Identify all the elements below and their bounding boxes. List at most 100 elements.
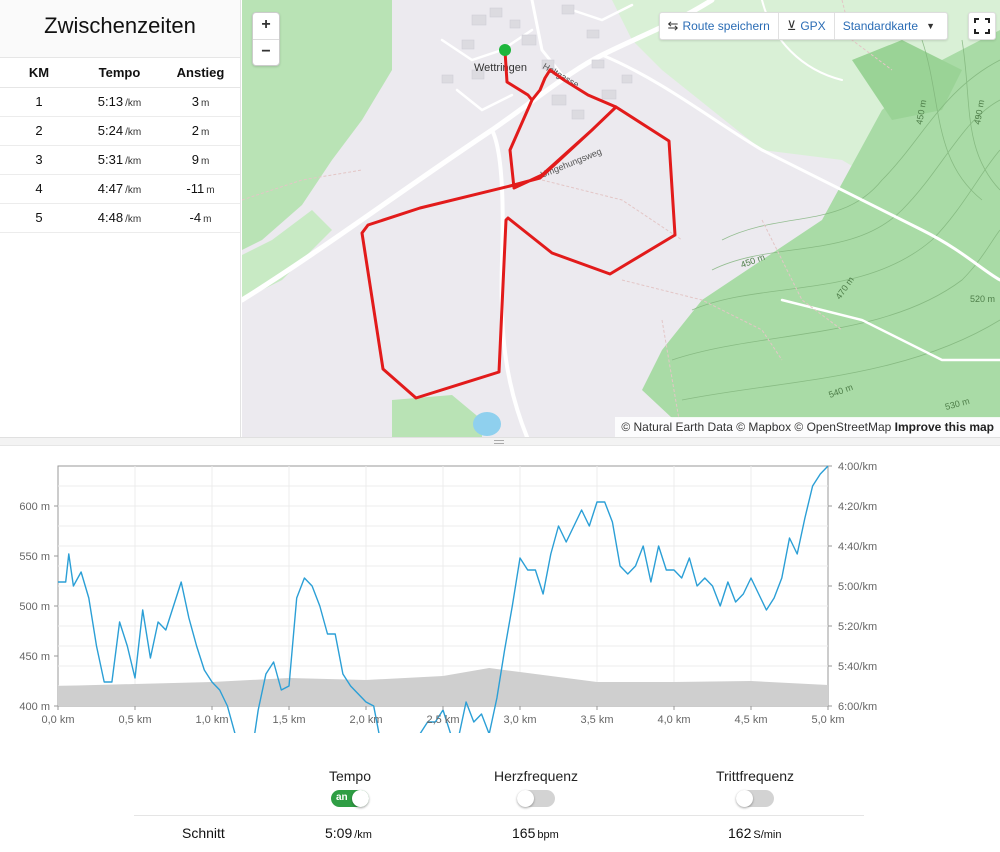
toggle-knob: [517, 790, 534, 807]
y-tick-label: 400 m: [19, 701, 50, 713]
anstieg-unit: m: [200, 127, 210, 138]
buildings: [441, 4, 633, 120]
y2-tick-label: 4:20/km: [838, 501, 877, 513]
elevation-area: [58, 668, 828, 706]
herzfrequenz-toggle[interactable]: [517, 790, 555, 807]
svg-text:490 m: 490 m: [972, 99, 986, 125]
trittfrequenz-label: Trittfrequenz: [715, 768, 795, 784]
x-tick-label: 3,5 km: [580, 714, 613, 726]
tempo-unit: /km: [125, 127, 142, 138]
stats-panel: Tempo an Herzfrequenz Trittfrequenz Schn…: [0, 733, 1000, 852]
y2-tick-label: 4:00/km: [838, 461, 877, 473]
tempo-value: 4:48: [97, 210, 124, 225]
x-tick-label: 5,0 km: [811, 714, 844, 726]
average-herz-value: 165: [512, 825, 536, 841]
toggle-knob: [352, 790, 369, 807]
map-toolbar: ⇆ Route speichern ⊻ GPX Standardkarte ▼: [658, 12, 948, 40]
tempo-unit: /km: [125, 156, 142, 167]
col-anstieg: Anstieg: [161, 58, 240, 88]
resize-handle[interactable]: [0, 437, 1000, 446]
y2-tick-label: 6:00/km: [838, 701, 877, 713]
zoom-control: + −: [252, 12, 280, 66]
svg-text:450 m: 450 m: [914, 99, 928, 125]
trittfrequenz-toggle-group: Trittfrequenz: [675, 768, 835, 807]
anstieg-value: -4: [189, 210, 202, 225]
gpx-button[interactable]: ⊻ GPX: [779, 13, 835, 39]
route-map[interactable]: Wettringen Holtgasse Umgehungsweg 450 m …: [242, 0, 1000, 437]
anstieg-unit: m: [200, 156, 210, 167]
tempo-value: 4:47: [97, 181, 124, 196]
save-route-label: Route speichern: [682, 19, 770, 33]
herzfrequenz-toggle-group: Herzfrequenz: [456, 768, 616, 807]
split-km: 5: [0, 203, 78, 233]
forest-area: [242, 210, 332, 300]
tempo-value: 5:13: [97, 94, 124, 109]
average-herz: 165 bpm: [512, 825, 559, 841]
average-tempo-unit: /km: [354, 829, 372, 841]
map-attribution: © Natural Earth Data © Mapbox © OpenStre…: [615, 417, 1000, 437]
split-anstieg: -11 m: [161, 174, 240, 204]
map-canvas[interactable]: Wettringen Holtgasse Umgehungsweg 450 m …: [242, 0, 1000, 437]
split-anstieg: -4 m: [161, 203, 240, 233]
split-tempo: 5:24/km: [78, 116, 161, 146]
zoom-in-button[interactable]: +: [261, 16, 271, 33]
tempo-toggle[interactable]: an: [331, 790, 369, 807]
y2-tick-label: 5:40/km: [838, 661, 877, 673]
svg-text:520 m: 520 m: [970, 294, 995, 304]
y-tick-label: 500 m: [19, 601, 50, 613]
elevation-area-layer: [58, 668, 828, 706]
pace-line-layer: [58, 465, 829, 783]
split-km: 3: [0, 145, 78, 175]
anstieg-value: 3: [191, 94, 199, 109]
pace-line: [58, 465, 829, 783]
split-tempo: 5:31/km: [78, 145, 161, 175]
average-tritt-value: 162: [728, 825, 752, 841]
tempo-value: 5:24: [97, 123, 124, 138]
splits-header-row: KM Tempo Anstieg: [0, 58, 240, 88]
map-style-dropdown[interactable]: Standardkarte ▼: [835, 13, 947, 39]
average-tempo: 5:09/km: [325, 825, 372, 841]
x-tick-label: 2,5 km: [426, 714, 459, 726]
anstieg-unit: m: [203, 214, 212, 225]
fullscreen-icon: [974, 18, 990, 34]
split-km: 2: [0, 116, 78, 146]
y-axis-left-labels: 400 m 450 m 500 m 550 m 600 m: [19, 501, 58, 713]
download-icon: ⊻: [786, 18, 797, 33]
x-tick-label: 0,5 km: [118, 714, 151, 726]
zoom-out-button[interactable]: −: [253, 39, 279, 65]
herzfrequenz-label: Herzfrequenz: [493, 768, 579, 784]
route-line[interactable]: [360, 50, 677, 400]
tempo-unit: /km: [125, 98, 142, 109]
y-tick-label: 450 m: [19, 651, 50, 663]
improve-map-link[interactable]: Improve this map: [894, 420, 994, 434]
average-label: Schnitt: [182, 825, 225, 841]
anstieg-value: 9: [191, 152, 199, 167]
average-tritt-unit: S/min: [753, 829, 782, 841]
contour-lines: [671, 39, 1000, 401]
fullscreen-button[interactable]: [968, 12, 996, 40]
x-tick-label: 4,5 km: [734, 714, 767, 726]
start-marker[interactable]: [499, 44, 511, 56]
col-tempo: Tempo: [78, 58, 161, 88]
save-route-button[interactable]: ⇆ Route speichern: [660, 13, 779, 39]
tempo-label: Tempo: [328, 768, 372, 784]
toggle-knob: [736, 790, 753, 807]
y-tick-label: 600 m: [19, 501, 50, 513]
x-tick-label: 1,5 km: [272, 714, 305, 726]
x-tick-label: 0,0 km: [41, 714, 74, 726]
y2-tick-label: 4:40/km: [838, 541, 877, 553]
trittfrequenz-toggle[interactable]: [736, 790, 774, 807]
y2-tick-label: 5:20/km: [838, 621, 877, 633]
map-style-label: Standardkarte: [842, 19, 919, 33]
average-tempo-value: 5:09: [325, 825, 353, 841]
forest-area: [642, 30, 1000, 418]
col-km: KM: [0, 58, 78, 88]
x-tick-label: 3,0 km: [503, 714, 536, 726]
toggle-on-text: an: [336, 792, 348, 803]
